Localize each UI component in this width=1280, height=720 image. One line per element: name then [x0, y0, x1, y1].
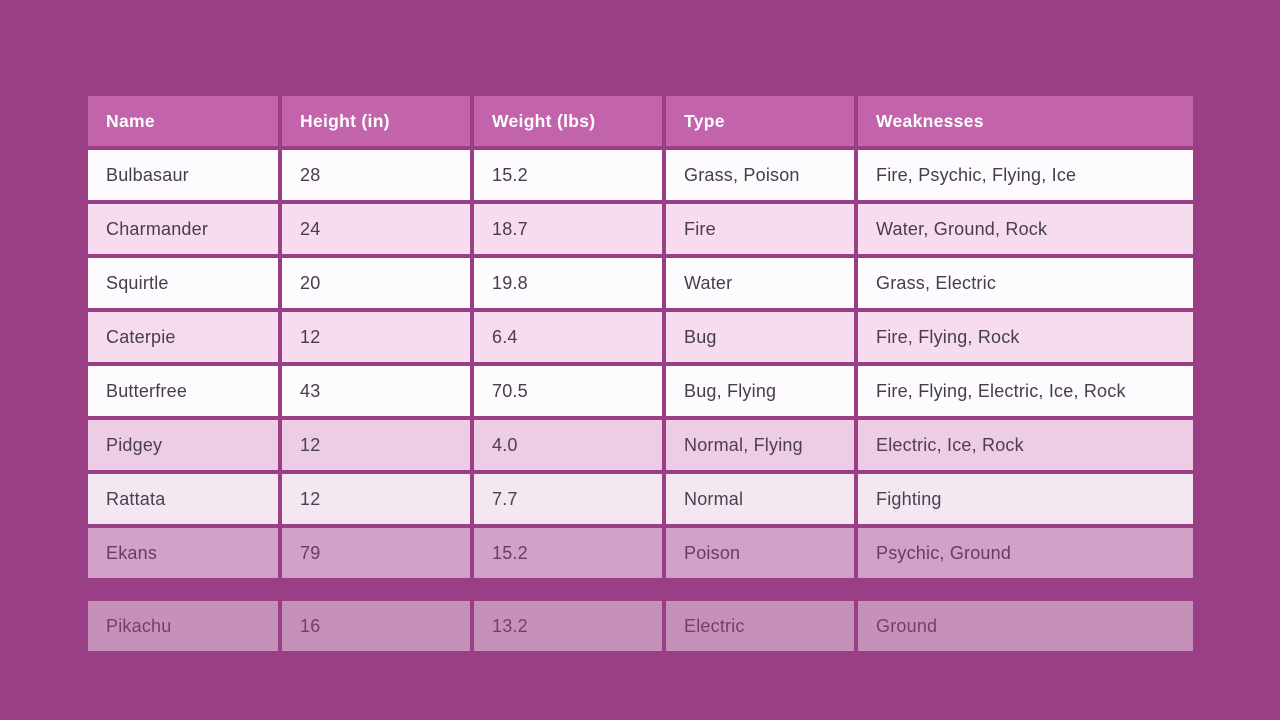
table-header-row: Name Height (in) Weight (lbs) Type Weaknesse…	[88, 96, 1193, 146]
cell-weight: 6.4	[474, 312, 662, 362]
table-row-charmander: Charmander 24 18.7 Fire Water, Ground, Rock	[88, 204, 1193, 254]
cell-weaknesses: Fire, Flying, Rock	[858, 312, 1193, 362]
pokemon-table: Name Height (in) Weight (lbs) Type Weaknesse…	[88, 96, 1193, 651]
cell-height: 12	[282, 420, 470, 470]
cell-type: Poison	[666, 528, 854, 578]
table-row-ekans: Ekans 79 15.2 Poison Psychic, Ground	[88, 528, 1193, 578]
cell-name: Butterfree	[88, 366, 278, 416]
cell-name: Pidgey	[88, 420, 278, 470]
cell-weaknesses: Ground	[858, 601, 1193, 651]
header-cell-weight: Weight (lbs)	[474, 96, 662, 146]
cell-height: 12	[282, 312, 470, 362]
table-row-bulbasaur: Bulbasaur 28 15.2 Grass, Poison Fire, Psychi…	[88, 150, 1193, 200]
cell-weaknesses: Fighting	[858, 474, 1193, 524]
cell-type: Fire	[666, 204, 854, 254]
table-row-caterpie: Caterpie 12 6.4 Bug Fire, Flying, Rock	[88, 312, 1193, 362]
cell-weight: 15.2	[474, 528, 662, 578]
cell-weight: 4.0	[474, 420, 662, 470]
table-body: Bulbasaur 28 15.2 Grass, Poison Fire, Psychi…	[88, 150, 1193, 651]
table-row-squirtle: Squirtle 20 19.8 Water Grass, Electric	[88, 258, 1193, 308]
cell-weight: 13.2	[474, 601, 662, 651]
cell-name: Caterpie	[88, 312, 278, 362]
cell-weaknesses: Water, Ground, Rock	[858, 204, 1193, 254]
cell-name: Charmander	[88, 204, 278, 254]
table-row-pikachu: Pikachu 16 13.2 Electric Ground	[88, 601, 1193, 651]
cell-name: Bulbasaur	[88, 150, 278, 200]
cell-weight: 15.2	[474, 150, 662, 200]
table-row-pidgey: Pidgey 12 4.0 Normal, Flying Electric, Ice, …	[88, 420, 1193, 470]
cell-height: 16	[282, 601, 470, 651]
cell-weight: 19.8	[474, 258, 662, 308]
cell-type: Normal	[666, 474, 854, 524]
cell-height: 28	[282, 150, 470, 200]
cell-name: Pikachu	[88, 601, 278, 651]
cell-type: Bug	[666, 312, 854, 362]
table-row-butterfree: Butterfree 43 70.5 Bug, Flying Fire, Flying,…	[88, 366, 1193, 416]
cell-height: 20	[282, 258, 470, 308]
cell-height: 12	[282, 474, 470, 524]
table-row-rattata: Rattata 12 7.7 Normal Fighting	[88, 474, 1193, 524]
cell-height: 79	[282, 528, 470, 578]
cell-weight: 7.7	[474, 474, 662, 524]
cell-name: Squirtle	[88, 258, 278, 308]
cell-weight: 70.5	[474, 366, 662, 416]
header-cell-type: Type	[666, 96, 854, 146]
cell-weaknesses: Psychic, Ground	[858, 528, 1193, 578]
cell-height: 24	[282, 204, 470, 254]
cell-type: Grass, Poison	[666, 150, 854, 200]
cell-weight: 18.7	[474, 204, 662, 254]
cell-type: Water	[666, 258, 854, 308]
header-cell-weaknesses: Weaknesses	[858, 96, 1193, 146]
cell-weaknesses: Grass, Electric	[858, 258, 1193, 308]
cell-type: Bug, Flying	[666, 366, 854, 416]
cell-weaknesses: Fire, Psychic, Flying, Ice	[858, 150, 1193, 200]
cell-name: Rattata	[88, 474, 278, 524]
header-cell-name: Name	[88, 96, 278, 146]
cell-type: Electric	[666, 601, 854, 651]
cell-name: Ekans	[88, 528, 278, 578]
header-cell-height: Height (in)	[282, 96, 470, 146]
cell-weaknesses: Electric, Ice, Rock	[858, 420, 1193, 470]
cell-weaknesses: Fire, Flying, Electric, Ice, Rock	[858, 366, 1193, 416]
cell-height: 43	[282, 366, 470, 416]
cell-type: Normal, Flying	[666, 420, 854, 470]
